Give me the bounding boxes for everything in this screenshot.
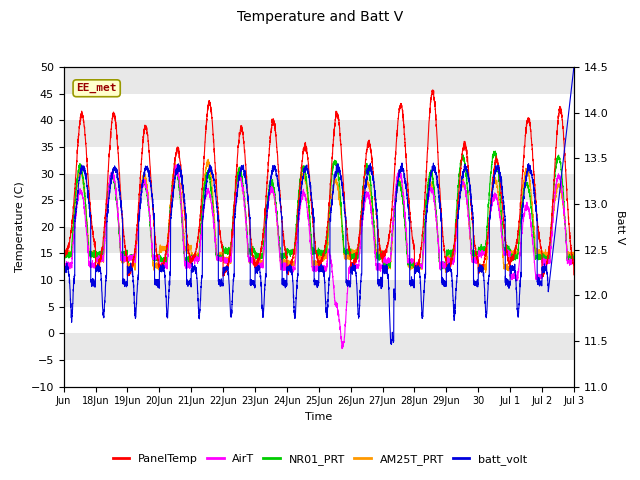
Bar: [63, 147, 574, 174]
Bar: [63, 94, 574, 120]
Bar: [63, 280, 574, 307]
Bar: [63, 120, 574, 147]
Bar: [63, 227, 574, 253]
Y-axis label: Batt V: Batt V: [615, 210, 625, 244]
Bar: [63, 307, 574, 333]
Bar: [63, 333, 574, 360]
Bar: [63, 67, 574, 94]
Bar: [63, 360, 574, 386]
Bar: [63, 253, 574, 280]
X-axis label: Time: Time: [305, 412, 332, 422]
Legend: PanelTemp, AirT, NR01_PRT, AM25T_PRT, batt_volt: PanelTemp, AirT, NR01_PRT, AM25T_PRT, ba…: [108, 450, 532, 469]
Text: EE_met: EE_met: [76, 83, 117, 94]
Y-axis label: Temperature (C): Temperature (C): [15, 181, 25, 272]
Bar: [63, 174, 574, 200]
Bar: [63, 200, 574, 227]
Text: Temperature and Batt V: Temperature and Batt V: [237, 10, 403, 24]
